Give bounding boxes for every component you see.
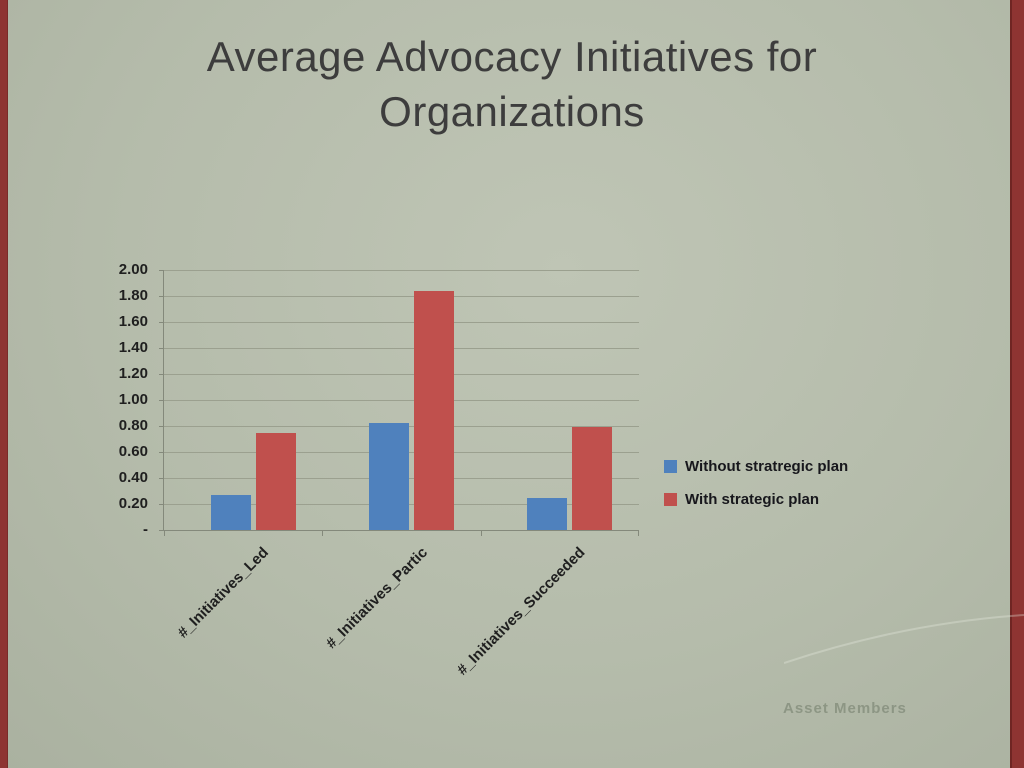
legend-label: Without stratregic plan	[685, 458, 849, 475]
bar-with-strategic-plan	[255, 432, 296, 530]
gridline	[164, 322, 639, 323]
y-axis-tick-label: 1.40	[118, 339, 148, 356]
y-axis-tick	[159, 374, 164, 375]
y-axis-tick	[159, 270, 164, 271]
legend-label: With strategic plan	[685, 491, 820, 508]
y-axis-tick-label: 1.80	[118, 287, 148, 304]
bar-without-stratregic-plan	[527, 497, 568, 530]
x-axis-category-label: #_Initiatives_Partic	[322, 544, 431, 653]
y-axis-tick	[159, 348, 164, 349]
bar-with-strategic-plan	[414, 290, 454, 530]
y-axis-tick-label: 1.20	[118, 365, 148, 382]
y-axis-tick-label: -	[143, 521, 148, 538]
y-axis-tick	[159, 296, 164, 297]
y-axis-tick	[159, 478, 164, 479]
y-axis-tick	[159, 322, 164, 323]
y-axis-tick	[159, 400, 164, 401]
gridline	[164, 270, 639, 271]
slide-title-line-2: Organizations	[379, 87, 645, 135]
y-axis-tick-label: 0.20	[118, 495, 148, 512]
x-axis-category-label: #_Initiatives_Succeeded	[454, 544, 589, 679]
legend-swatch-blue	[664, 460, 677, 473]
gridline	[164, 348, 639, 349]
x-axis-tick	[322, 530, 324, 536]
chart-legend: Without stratregic plan With strategic p…	[664, 458, 848, 508]
x-axis-tick	[164, 530, 165, 536]
slide-title: Average Advocacy Initiatives for Organiz…	[70, 30, 954, 139]
gridline	[164, 374, 639, 375]
x-axis-category-label: #_Initiatives_Led	[174, 544, 273, 642]
slide-title-line-1: Average Advocacy Initiatives for	[206, 33, 818, 80]
gridline	[164, 296, 639, 297]
y-axis-tick-label: 0.60	[118, 443, 148, 460]
bar-without-stratregic-plan	[369, 423, 409, 530]
legend-item-without-strategic-plan: Without stratregic plan	[664, 458, 848, 475]
legend-swatch-red	[664, 493, 677, 506]
gridline	[164, 400, 639, 401]
y-axis-tick	[159, 530, 164, 531]
y-axis-tick-label: 2.00	[118, 261, 148, 278]
bar-without-stratregic-plan	[210, 494, 251, 530]
y-axis-tick-label: 1.00	[118, 391, 148, 408]
y-axis-tick-label: 0.40	[118, 469, 148, 486]
y-axis-tick	[159, 504, 164, 505]
bar-with-strategic-plan	[572, 427, 613, 530]
plot-area	[159, 270, 639, 536]
y-axis-tick-label: 0.80	[118, 417, 148, 434]
left-border-strip	[0, 0, 8, 768]
y-axis-tick	[159, 426, 164, 427]
x-axis-tick	[480, 530, 482, 536]
right-border-strip	[1010, 0, 1024, 768]
legend-item-with-strategic-plan: With strategic plan	[664, 491, 848, 508]
watermark-text: Asset Members	[783, 700, 907, 717]
y-axis-tick	[159, 452, 164, 453]
y-axis-tick-label: 1.60	[118, 313, 148, 330]
x-axis-tick	[638, 530, 639, 536]
